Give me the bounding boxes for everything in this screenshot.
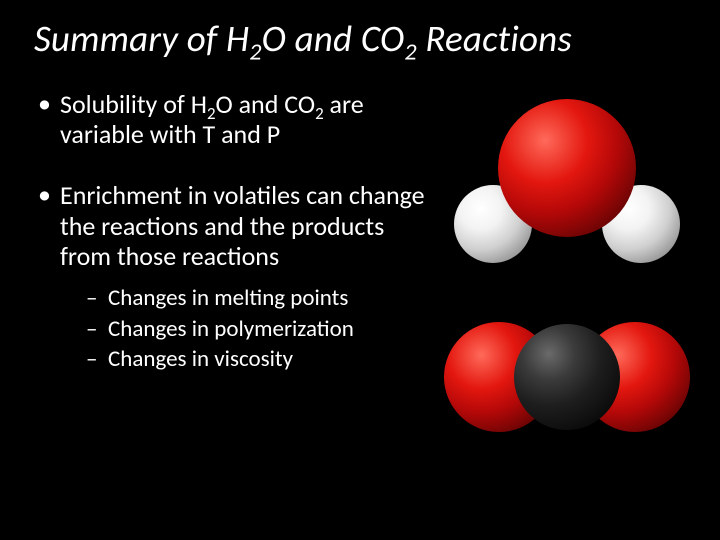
title-text: Reactions: [417, 16, 572, 61]
sub-bullet-3: Changes in viscosity: [60, 345, 434, 374]
co2-molecule-image: [452, 304, 682, 449]
image-column: [448, 89, 686, 449]
title-text: Summary of H: [34, 16, 249, 61]
title-sub-2: 2: [404, 37, 416, 66]
bullet-1: Solubility of H2O and CO2 are variable w…: [34, 89, 434, 150]
title-sub-1: 2: [249, 37, 261, 66]
bullet-1-sub-2: 2: [315, 103, 324, 124]
sub-bullet-2: Changes in polymerization: [60, 315, 434, 344]
bullet-2-text: Enrichment in volatiles can change the r…: [60, 179, 425, 272]
text-column: Solubility of H2O and CO2 are variable w…: [34, 89, 434, 449]
bullet-1-text: Solubility of H: [60, 88, 207, 120]
carbon-atom-icon: [514, 324, 620, 430]
sub-bullet-1: Changes in melting points: [60, 284, 434, 313]
title-text: O and CO: [262, 16, 405, 61]
slide-title: Summary of H2O and CO2 Reactions: [34, 18, 686, 61]
content-row: Solubility of H2O and CO2 are variable w…: [34, 89, 686, 449]
h2o-molecule-image: [452, 93, 682, 268]
oxygen-atom-icon: [498, 99, 636, 237]
sub-bullet-list: Changes in melting points Changes in pol…: [60, 284, 434, 374]
bullet-2: Enrichment in volatiles can change the r…: [34, 180, 434, 374]
slide: Summary of H2O and CO2 Reactions Solubil…: [0, 0, 720, 540]
bullet-list: Solubility of H2O and CO2 are variable w…: [34, 89, 434, 375]
bullet-1-text: O and CO: [216, 88, 316, 120]
